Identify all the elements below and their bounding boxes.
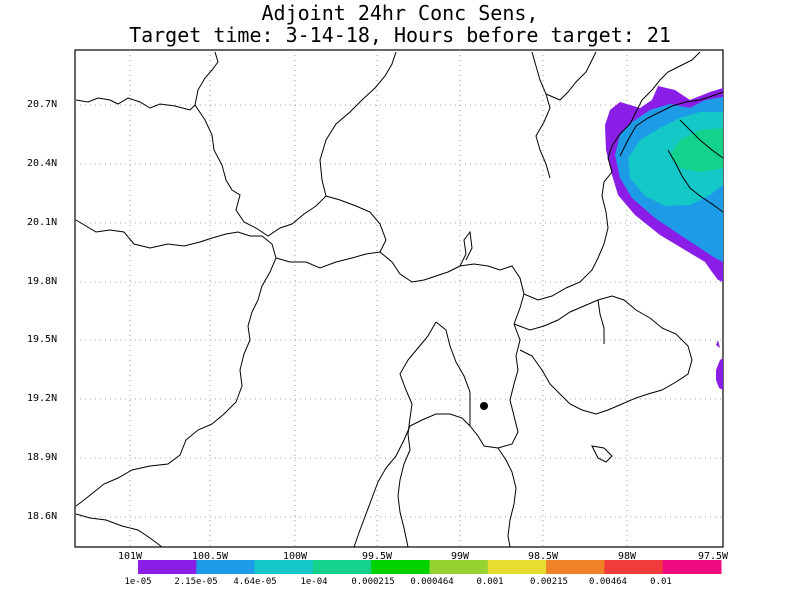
colorbar-swatch bbox=[662, 560, 722, 574]
colorbar bbox=[138, 560, 722, 574]
x-tick-label: 98.5W bbox=[527, 551, 559, 562]
target-point-marker bbox=[480, 402, 488, 410]
x-tick-label: 101W bbox=[117, 551, 143, 562]
colorbar-label: 1e-04 bbox=[300, 577, 328, 587]
colorbar-swatch bbox=[487, 560, 547, 574]
y-tick-label: 19.8N bbox=[27, 276, 58, 287]
shade-spot-east bbox=[716, 358, 723, 390]
state-boundaries bbox=[75, 51, 724, 548]
colorbar-swatch bbox=[312, 560, 372, 574]
colorbar-label: 1e-05 bbox=[124, 577, 152, 587]
colorbar-swatch bbox=[604, 560, 664, 574]
colorbar-swatch bbox=[138, 560, 197, 574]
y-tick-label: 18.6N bbox=[27, 511, 58, 522]
colorbar-label: 2.15e-05 bbox=[174, 577, 218, 587]
sensitivity-field bbox=[605, 86, 723, 390]
map-title-line-2: Target time: 3-14-18, Hours before targe… bbox=[129, 23, 671, 47]
map-title-line-1: Adjoint 24hr Conc Sens, bbox=[261, 1, 539, 25]
x-tick-label: 97.5W bbox=[697, 551, 729, 562]
colorbar-label: 0.000215 bbox=[351, 577, 395, 587]
x-tick-label: 98W bbox=[617, 551, 637, 562]
x-tick-label: 99.5W bbox=[361, 551, 393, 562]
shade-spot-east-2 bbox=[716, 340, 720, 348]
y-tick-label: 20.7N bbox=[27, 99, 58, 110]
colorbar-label: 0.01 bbox=[650, 577, 672, 587]
y-tick-label: 19.2N bbox=[27, 393, 58, 404]
colorbar-label: 0.000464 bbox=[410, 577, 454, 587]
y-tick-label: 20.1N bbox=[27, 217, 58, 228]
y-tick-label: 18.9N bbox=[27, 452, 58, 463]
shade-level-4 bbox=[670, 128, 723, 172]
colorbar-swatch bbox=[196, 560, 256, 574]
colorbar-swatch bbox=[254, 560, 314, 574]
colorbar-label: 4.64e-05 bbox=[233, 577, 277, 587]
colorbar-label: 0.00215 bbox=[530, 577, 568, 587]
colorbar-swatch bbox=[546, 560, 605, 574]
colorbar-label: 0.00464 bbox=[589, 577, 627, 587]
y-tick-label: 20.4N bbox=[27, 158, 58, 169]
colorbar-swatch bbox=[371, 560, 430, 574]
x-tick-label: 99W bbox=[450, 551, 470, 562]
colorbar-swatch bbox=[429, 560, 489, 574]
x-tick-label: 100.5W bbox=[191, 551, 229, 562]
x-tick-label: 100W bbox=[282, 551, 308, 562]
colorbar-label: 0.001 bbox=[476, 577, 504, 587]
y-tick-label: 19.5N bbox=[27, 334, 58, 345]
